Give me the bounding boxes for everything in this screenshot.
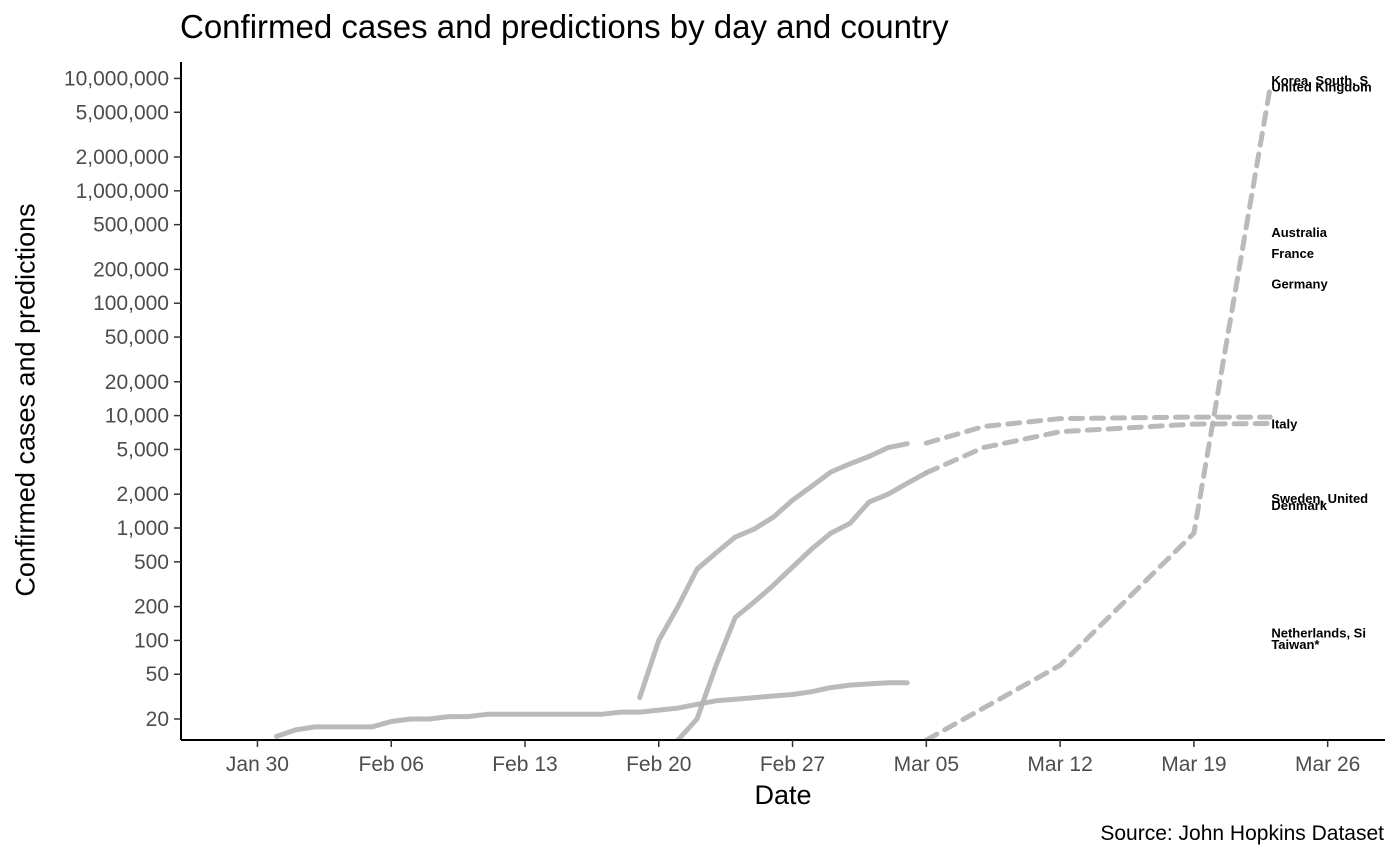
end-labels: United Kingdom Australia France Germany Kore… [1271, 73, 1371, 652]
y-tick-label-9: 10,000 [105, 405, 169, 428]
x-tick-label-6: Mar 05 [894, 753, 959, 776]
x-tick-label-2: Feb 06 [359, 753, 424, 776]
prediction-line-1 [923, 83, 1273, 740]
end-label-3: France [1271, 246, 1314, 261]
end-label-7: Sweden, United [1271, 491, 1368, 506]
y-tick-label-10: 20,000 [105, 371, 169, 394]
y-tick-label-15: 1,000,000 [76, 180, 169, 203]
y-tick-label-8: 5,000 [116, 438, 169, 461]
observed-line-2 [637, 441, 910, 701]
y-tick-label-12: 100,000 [93, 292, 169, 315]
end-label-6: Italy [1271, 417, 1298, 432]
series-lines [274, 83, 1273, 740]
y-tick-label-14: 500,000 [93, 214, 169, 237]
chart-title: Confirmed cases and predictions by day a… [180, 8, 949, 45]
y-tick-label-4: 200 [134, 596, 169, 619]
end-label-10: Taiwan* [1271, 637, 1320, 652]
end-label-5: Korea, South, S [1271, 73, 1368, 88]
y-tick-label-11: 50,000 [105, 326, 169, 349]
x-tick-label-4: Feb 20 [626, 753, 691, 776]
y-tick-label-3: 100 [134, 629, 169, 652]
x-tick-label-8: Mar 19 [1161, 753, 1226, 776]
end-label-4: Germany [1271, 276, 1328, 291]
y-tick-label-17: 5,000,000 [76, 101, 169, 124]
x-tick-label-5: Feb 27 [760, 753, 825, 776]
y-tick-label-18: 10,000,000 [64, 67, 169, 90]
x-tick-label-9: Mar 26 [1295, 753, 1360, 776]
y-tick-label-2: 50 [146, 663, 169, 686]
end-label-8: Denmark [1271, 498, 1327, 513]
x-axis-title: Date [754, 780, 812, 810]
axes: 20 50 100 200 500 1,000 2,000 5,000 10,000 20,000… [64, 62, 1385, 776]
x-tick-label-7: Mar 12 [1027, 753, 1092, 776]
end-label-2: Australia [1271, 225, 1327, 240]
y-tick-label-7: 2,000 [116, 483, 169, 506]
chart-caption: Source: John Hopkins Dataset [1100, 822, 1384, 845]
y-tick-label-13: 200,000 [93, 258, 169, 281]
y-tick-label-1: 20 [146, 708, 169, 731]
y-tick-label-6: 1,000 [116, 517, 169, 540]
end-label-1: United Kingdom [1271, 79, 1371, 94]
observed-line-1 [675, 470, 929, 740]
x-tick-label-3: Feb 13 [492, 753, 557, 776]
observed-line-3 [274, 680, 910, 739]
prediction-line-2 [923, 414, 1273, 446]
prediction-line-3 [923, 421, 1273, 476]
y-tick-label-16: 2,000,000 [76, 146, 169, 169]
y-tick-label-5: 500 [134, 551, 169, 574]
end-label-9: Netherlands, Si [1271, 625, 1366, 640]
x-tick-label-1: Jan 30 [226, 753, 289, 776]
